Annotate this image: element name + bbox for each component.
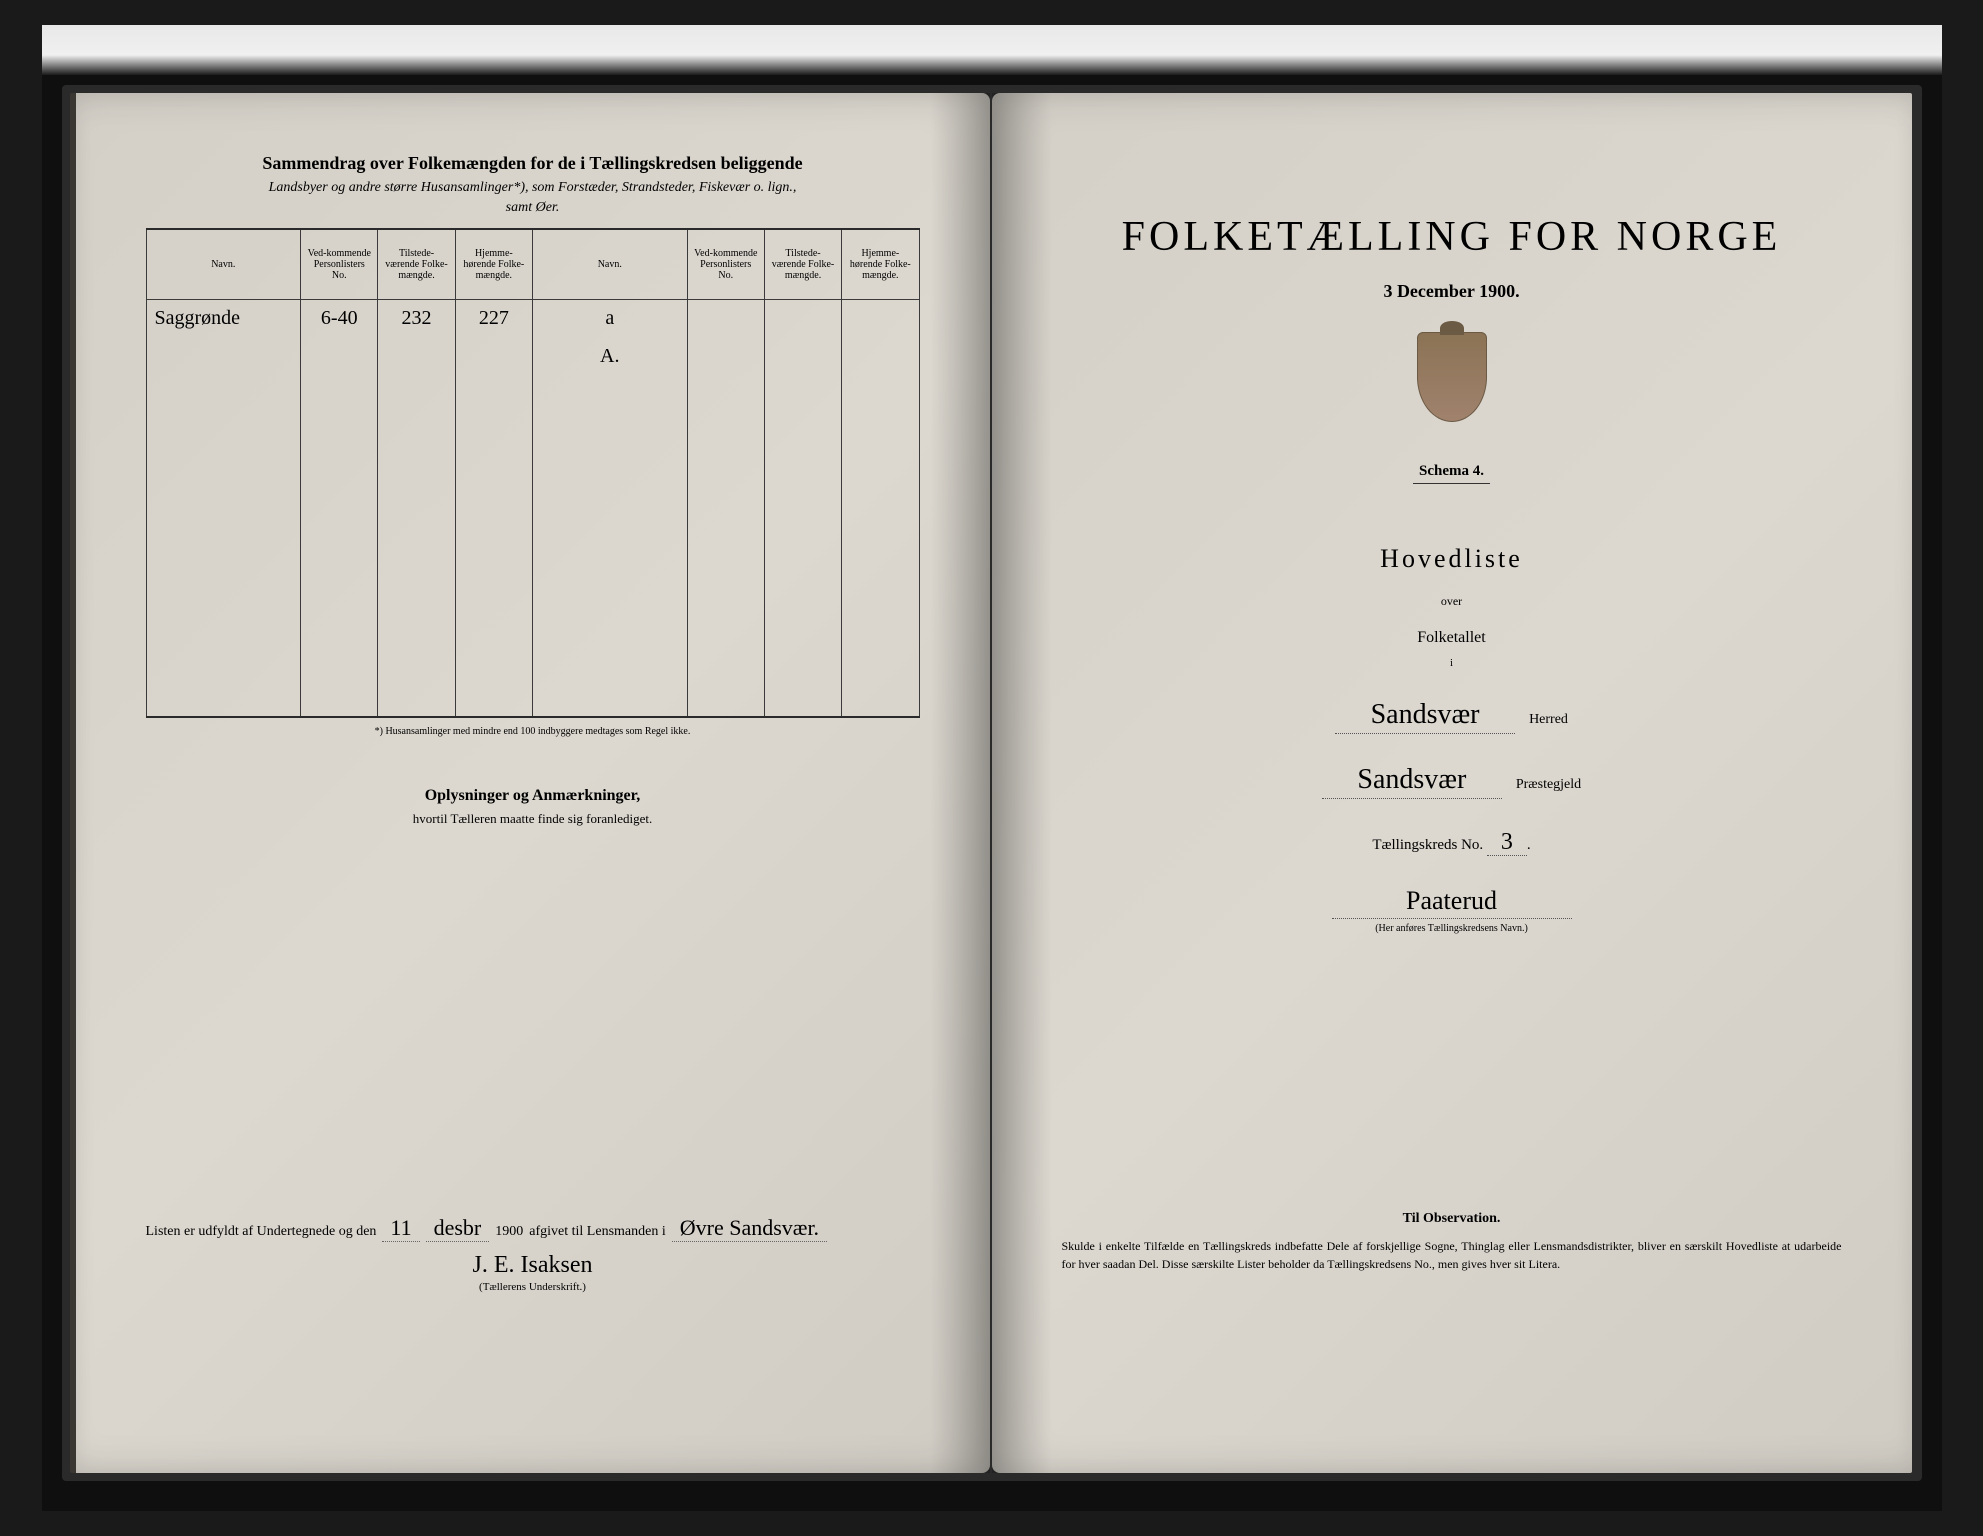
cell-ved2 (687, 299, 764, 337)
table-row (146, 565, 919, 603)
summary-title: Sammendrag over Folkemængden for de i Tæ… (146, 153, 920, 174)
kreds-row: Tællingskreds No. 3. (1062, 829, 1842, 856)
right-page: FOLKETÆLLING FOR NORGE 3 December 1900. … (992, 93, 1912, 1473)
col-hjemme: Hjemme-hørende Folke-mængde. (455, 229, 532, 299)
col-navn2: Navn. (532, 229, 687, 299)
table-row (146, 375, 919, 413)
signature-line: Listen er udfyldt af Undertegnede og den… (146, 1215, 920, 1242)
coat-of-arms-icon (1417, 332, 1487, 422)
sig-month: desbr (426, 1215, 490, 1242)
left-page: Sammendrag over Folkemængden for de i Tæ… (70, 93, 990, 1473)
table-row (146, 413, 919, 451)
sig-location: Øvre Sandsvær. (672, 1215, 827, 1242)
observation-text: Skulde i enkelte Tilfælde en Tællingskre… (1062, 1237, 1842, 1273)
table-row (146, 679, 919, 717)
desk-edge (42, 25, 1942, 75)
observation-block: Til Observation. Skulde i enkelte Tilfæl… (1062, 1211, 1842, 1273)
signature-caption: (Tællerens Underskrift.) (146, 1281, 920, 1293)
spine-shadow (992, 93, 1052, 1473)
col-tilstede: Tilstede-værende Folke-mængde. (378, 229, 455, 299)
kreds-num: 3 (1487, 829, 1527, 856)
cell-til2 (764, 299, 841, 337)
praestegjeld-row: Sandsvær Præstegjeld (1062, 764, 1842, 799)
book-container: Sammendrag over Folkemængden for de i Tæ… (42, 25, 1942, 1511)
cell-til: 232 (378, 299, 455, 337)
cell-navn: Saggrønde (146, 299, 301, 337)
kreds-name: Paaterud (1332, 886, 1572, 919)
sig-day: 11 (382, 1215, 419, 1242)
signature-block: Listen er udfyldt af Undertegnede og den… (146, 1215, 920, 1293)
col-vedkommende: Ved-kommende Personlisters No. (301, 229, 378, 299)
praeste-label: Præstegjeld (1516, 777, 1581, 793)
cell-ved: 6-40 (301, 299, 378, 337)
kreds-name-row: Paaterud (Her anføres Tællingskredsens N… (1062, 886, 1842, 934)
sig-prefix: Listen er udfyldt af Undertegnede og den (146, 1224, 377, 1240)
herred-label: Herred (1529, 712, 1568, 728)
schema-label: Schema 4. (1413, 463, 1490, 484)
hovedliste-heading: Hovedliste (1062, 544, 1842, 574)
cell-navn2: a (532, 299, 687, 337)
census-date: 3 December 1900. (1062, 281, 1842, 302)
col-navn: Navn. (146, 229, 301, 299)
right-content: FOLKETÆLLING FOR NORGE 3 December 1900. … (1062, 153, 1842, 934)
table-row (146, 451, 919, 489)
kreds-label: Tællingskreds No. (1372, 837, 1483, 853)
summary-subtitle2: samt Øer. (146, 200, 920, 216)
table-row (146, 641, 919, 679)
table-row (146, 603, 919, 641)
census-table: Navn. Ved-kommende Personlisters No. Til… (146, 228, 920, 718)
kreds-caption: (Her anføres Tællingskredsens Navn.) (1062, 923, 1842, 934)
summary-subtitle: Landsbyer og andre større Husansamlinger… (146, 180, 920, 196)
table-row: Saggrønde 6-40 232 227 a (146, 299, 919, 337)
table-row (146, 489, 919, 527)
oplysninger-heading: Oplysninger og Anmærkninger, (146, 787, 920, 805)
cell-hjem2 (842, 299, 919, 337)
sig-year: 1900 (495, 1224, 523, 1240)
col-hjemme2: Hjemme-hørende Folke-mængde. (842, 229, 919, 299)
footnote: *) Husansamlinger med mindre end 100 ind… (146, 726, 920, 737)
observation-title: Til Observation. (1062, 1211, 1842, 1227)
signature-name: J. E. Isaksen (146, 1252, 920, 1279)
herred-value: Sandsvær (1335, 699, 1515, 734)
cell-hjem: 227 (455, 299, 532, 337)
spine-shadow (930, 93, 990, 1473)
table-row: A. (146, 337, 919, 375)
table-row (146, 527, 919, 565)
praeste-value: Sandsvær (1322, 764, 1502, 799)
folketallet-label: Folketallet (1062, 629, 1842, 647)
col-vedkommende2: Ved-kommende Personlisters No. (687, 229, 764, 299)
over-label: over (1062, 594, 1842, 609)
cell-navn2: A. (532, 337, 687, 375)
table-body: Saggrønde 6-40 232 227 a A. (146, 299, 919, 717)
herred-row: Sandsvær Herred (1062, 699, 1842, 734)
col-tilstede2: Tilstede-værende Folke-mængde. (764, 229, 841, 299)
main-title: FOLKETÆLLING FOR NORGE (1062, 213, 1842, 261)
i-label: i (1062, 657, 1842, 669)
sig-middle: afgivet til Lensmanden i (529, 1224, 665, 1240)
book-spread: Sammendrag over Folkemængden for de i Tæ… (62, 85, 1922, 1481)
oplysninger-sub: hvortil Tælleren maatte finde sig foranl… (146, 811, 920, 827)
